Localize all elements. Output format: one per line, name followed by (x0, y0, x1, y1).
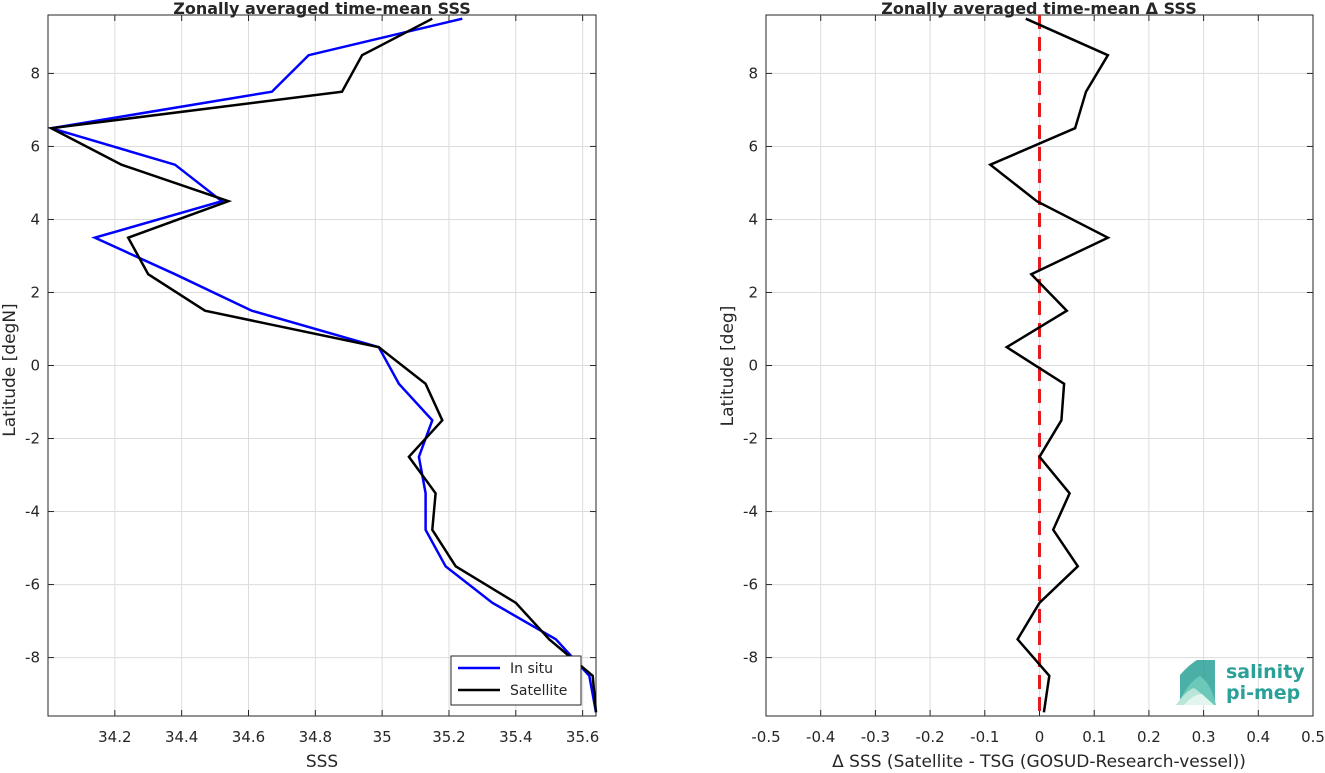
grid-delta (766, 15, 1313, 716)
y-tick-label-sss: 6 (30, 137, 40, 155)
series-sss (47, 17, 598, 713)
x-tick-label-sss: 35 (373, 728, 392, 746)
y-tick-label-sss: 0 (30, 357, 40, 375)
legend-box (450, 655, 582, 706)
x-axis-label-sss: SSS (306, 752, 338, 769)
legend[interactable]: In situ Satellite (450, 655, 582, 706)
x-tick-label-sss: 34.2 (98, 728, 131, 746)
x-tick-label-delta: 0.3 (1192, 728, 1216, 746)
y-tick-label-sss: -4 (25, 503, 40, 521)
x-tick-label-delta: -0.5 (751, 728, 780, 746)
y-tick-label-delta: -4 (743, 503, 758, 521)
wave-icon (1176, 660, 1216, 705)
x-tick-label-delta: -0.2 (915, 728, 944, 746)
x-tick-label-delta: 0.4 (1246, 728, 1270, 746)
y-tick-label-delta: -6 (743, 576, 758, 594)
y-tick-label-sss: -2 (25, 430, 40, 448)
x-tick-label-sss: 35.6 (566, 728, 599, 746)
ticks-sss: 34.2 34.4 34.6 34.8 35 35.2 35.4 35.6 -8 -6 -4 -2 0 2… (25, 15, 599, 746)
series-line-satellite-sss (47, 17, 598, 713)
x-tick-label-sss: 35.2 (432, 728, 465, 746)
y-tick-label-sss: 4 (30, 210, 40, 228)
legend-label-satellite: Satellite (510, 683, 567, 699)
y-tick-label-delta: 8 (748, 64, 758, 82)
y-axis-label-sss: Latitude [degN] (0, 303, 20, 436)
x-tick-label-sss: 35.4 (499, 728, 532, 746)
chart-title-delta: Zonally averaged time-mean Δ SSS (881, 0, 1197, 18)
x-tick-label-delta: 0.5 (1301, 728, 1325, 746)
y-axis-label-delta: Latitude [deg] (718, 306, 738, 427)
x-tick-label-delta: -0.4 (806, 728, 835, 746)
y-tick-label-delta: -8 (743, 649, 758, 667)
x-tick-label-delta: 0.2 (1137, 728, 1161, 746)
legend-label-insitu: In situ (510, 661, 553, 677)
logo-text-pimep: pi-mep (1226, 682, 1300, 704)
x-tick-label-sss: 34.8 (299, 728, 332, 746)
y-tick-label-delta: 4 (748, 210, 758, 228)
grid-sss (48, 15, 596, 716)
x-tick-label-delta: 0 (1035, 728, 1045, 746)
y-tick-label-sss: 8 (30, 64, 40, 82)
x-tick-label-delta: -0.1 (970, 728, 999, 746)
y-tick-label-delta: 2 (748, 283, 758, 301)
x-tick-label-delta: -0.3 (861, 728, 890, 746)
panel-delta-sss: -0.5 -0.4 -0.3 -0.2 -0.1 0 0.1 0.2 0.3 0.4 0.5 -8 -6… (718, 0, 1325, 772)
y-tick-label-delta: -2 (743, 430, 758, 448)
series-line-in-situ-sss (50, 17, 598, 713)
y-tick-label-sss: -8 (25, 649, 40, 667)
ticks-delta: -0.5 -0.4 -0.3 -0.2 -0.1 0 0.1 0.2 0.3 0.4 0.5 -8 -6… (743, 15, 1325, 746)
logo-text-salinity: salinity (1226, 661, 1305, 683)
series-delta (987, 15, 1111, 716)
y-tick-label-delta: 6 (748, 137, 758, 155)
series-line-series-0-delta (987, 17, 1111, 713)
x-tick-label-delta: 0.1 (1082, 728, 1106, 746)
x-tick-label-sss: 34.6 (232, 728, 265, 746)
salinity-pimep-logo: salinity pi-mep (1176, 660, 1305, 705)
x-tick-label-sss: 34.4 (165, 728, 198, 746)
x-axis-label-delta: Δ SSS (Satellite - TSG (GOSUD-Research-v… (832, 752, 1246, 769)
panel-sss: 34.2 34.4 34.6 34.8 35 35.2 35.4 35.6 -8 -6 -4 -2 0 2… (0, 0, 599, 772)
y-tick-label-sss: -6 (25, 576, 40, 594)
chart-title-sss: Zonally averaged time-mean SSS (173, 0, 471, 18)
y-tick-label-sss: 2 (30, 283, 40, 301)
y-tick-label-delta: 0 (748, 357, 758, 375)
